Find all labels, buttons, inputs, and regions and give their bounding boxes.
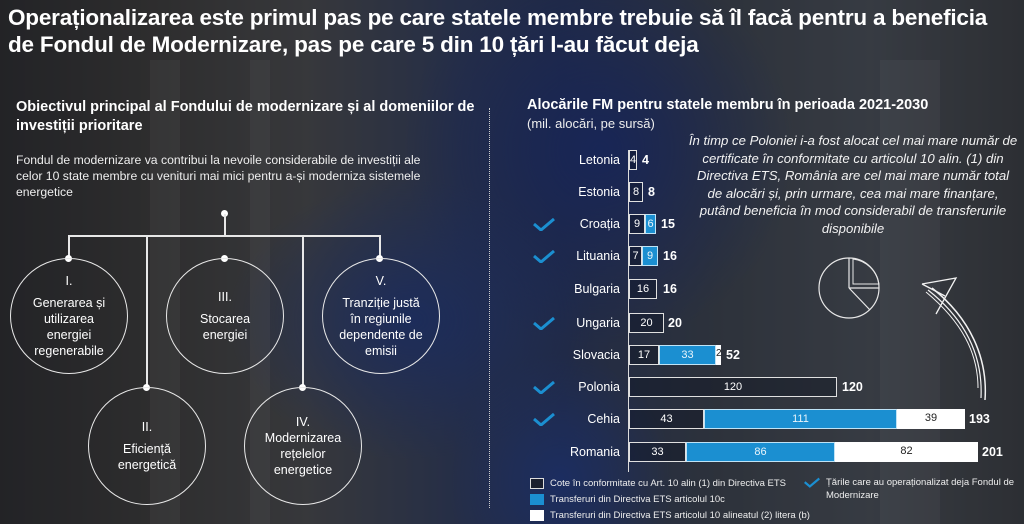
check-icon — [533, 250, 555, 263]
chart-row-poland: Polonia 120 120 — [0, 377, 1024, 397]
tree-connector — [224, 214, 226, 236]
legend-label: Țările care au operaționalizat deja Fond… — [826, 477, 1015, 501]
chart-axis — [628, 150, 629, 472]
domain-number: V. — [375, 274, 387, 288]
bar-segment-b: 6 — [645, 214, 656, 234]
chart-subtitle: (mil. alocări, pe sursă) — [527, 116, 655, 131]
bar-segment-a: 43 — [629, 409, 704, 429]
chart-row-lithuania: Lituania 7 9 16 — [0, 246, 1024, 266]
legend-item-check: Țările care au operaționalizat deja Fond… — [804, 476, 1024, 502]
domain-circle-5: V. Tranziție justă în regiunile dependen… — [322, 258, 440, 374]
tree-connector — [379, 235, 381, 260]
chart-row-croatia: Croația 9 6 15 — [0, 214, 1024, 234]
tree-connector — [302, 235, 304, 387]
chart-row-estonia: Estonia 8 8 — [0, 182, 1024, 202]
country-label: Croația — [579, 217, 620, 231]
domain-label: Tranziție justă în regiunile dependente … — [339, 296, 423, 358]
tree-root-dot — [221, 210, 228, 217]
country-label: Bulgaria — [574, 282, 620, 296]
country-label: Estonia — [578, 185, 620, 199]
tree-connector — [146, 235, 148, 387]
tree-connector — [68, 235, 70, 260]
legend-swatch — [530, 478, 544, 489]
bar-segment-a: 9 — [629, 214, 645, 234]
tree-connector — [68, 235, 380, 237]
bar-total: 193 — [969, 412, 990, 426]
domain-circle-3: III. Stocarea energiei — [166, 258, 284, 374]
bar-segment-a: 4 — [629, 150, 637, 170]
domain-circle-1: I. Generarea și utilizarea energiei rege… — [10, 258, 128, 374]
page-title: Operaționalizarea este primul pas pe car… — [8, 5, 988, 57]
bar-segment-a: 17 — [629, 345, 659, 365]
check-icon — [533, 381, 555, 394]
check-icon — [533, 413, 555, 426]
domain-number: II. — [141, 420, 153, 434]
domain-label: Generarea și utilizarea energiei regener… — [32, 296, 106, 358]
country-label: Letonia — [578, 153, 620, 167]
country-label: Slovacia — [572, 348, 620, 362]
bar-total: 52 — [726, 348, 740, 362]
bar-segment-b: 33 — [659, 345, 716, 365]
chart-row-romania: Romania 33 86 82 201 — [0, 442, 1024, 462]
bar-total: 4 — [642, 153, 649, 167]
pie-chart-arrow-icon — [818, 257, 987, 401]
bar-total: 201 — [982, 445, 1003, 459]
bar-segment-a: 7 — [629, 246, 642, 266]
country-label: Lituania — [576, 249, 620, 263]
bar-segment-a: 20 — [629, 313, 664, 333]
legend-label: Transferuri din Directiva ETS articolul … — [550, 494, 725, 505]
legend-item-b: Transferuri din Directiva ETS articolul … — [530, 494, 725, 505]
bar-segment-c: 82 — [835, 442, 978, 462]
bar-total: 8 — [648, 185, 655, 199]
legend-swatch — [530, 510, 544, 521]
bar-segment-a: 8 — [629, 182, 643, 202]
legend-label: Transferuri din Directiva ETS articolul … — [550, 510, 810, 521]
chart-title: Alocările FM pentru statele membru în pe… — [527, 97, 929, 113]
legend-swatch — [530, 494, 544, 505]
legend-item-c: Transferuri din Directiva ETS articolul … — [530, 510, 810, 521]
bar-segment-c: 39 — [897, 409, 965, 429]
bar-segment-c: 2 — [716, 345, 721, 365]
domain-circle-4: IV. Modernizarea rețelelor energetice — [244, 387, 362, 505]
country-label: Romania — [569, 445, 620, 459]
check-icon — [804, 477, 820, 488]
domain-label: Modernizarea rețelelor energetice — [264, 431, 342, 477]
bar-total: 16 — [663, 249, 677, 263]
chart-row-letonia: Letonia 4 4 — [0, 150, 1024, 170]
check-icon — [533, 317, 555, 330]
bar-segment-b: 9 — [642, 246, 658, 266]
bar-segment-a: 120 — [629, 377, 837, 397]
domain-label: Eficiență energetică — [117, 442, 177, 472]
country-label: Cehia — [587, 412, 620, 426]
country-label: Ungaria — [576, 316, 620, 330]
legend-item-a: Cote în conformitate cu Art. 10 alin (1)… — [530, 478, 786, 489]
bar-total: 15 — [661, 217, 675, 231]
bar-total: 120 — [842, 380, 863, 394]
left-paragraph: Fondul de modernizare va contribui la ne… — [16, 153, 421, 199]
bar-total: 16 — [663, 282, 677, 296]
bar-total: 20 — [668, 316, 682, 330]
domain-circle-2: II. Eficiență energetică — [88, 387, 206, 505]
bar-segment-b: 111 — [704, 409, 897, 429]
chart-row-czechia: Cehia 43 111 39 193 — [0, 409, 1024, 429]
bar-segment-a: 16 — [629, 279, 657, 299]
domain-number: I. — [65, 274, 73, 288]
chart-annotation: În timp ce Poloniei i-a fost alocat cel … — [688, 133, 1018, 236]
bar-segment-b: 86 — [686, 442, 835, 462]
left-heading: Obiectivul principal al Fondului de mode… — [16, 99, 475, 134]
chart-row-hungary: Ungaria 20 20 — [0, 313, 1024, 333]
chart-row-slovakia: Slovacia 17 33 2 52 — [0, 345, 1024, 365]
bar-segment-a: 33 — [629, 442, 686, 462]
check-icon — [533, 218, 555, 231]
section-divider — [489, 108, 490, 508]
domain-number: III. — [218, 290, 232, 304]
chart-row-bulgaria: Bulgaria 16 16 — [0, 279, 1024, 299]
country-label: Polonia — [578, 380, 620, 394]
domain-number: IV. — [295, 415, 311, 429]
domain-label: Stocarea energiei — [199, 312, 251, 342]
legend-label: Cote în conformitate cu Art. 10 alin (1)… — [550, 478, 787, 489]
